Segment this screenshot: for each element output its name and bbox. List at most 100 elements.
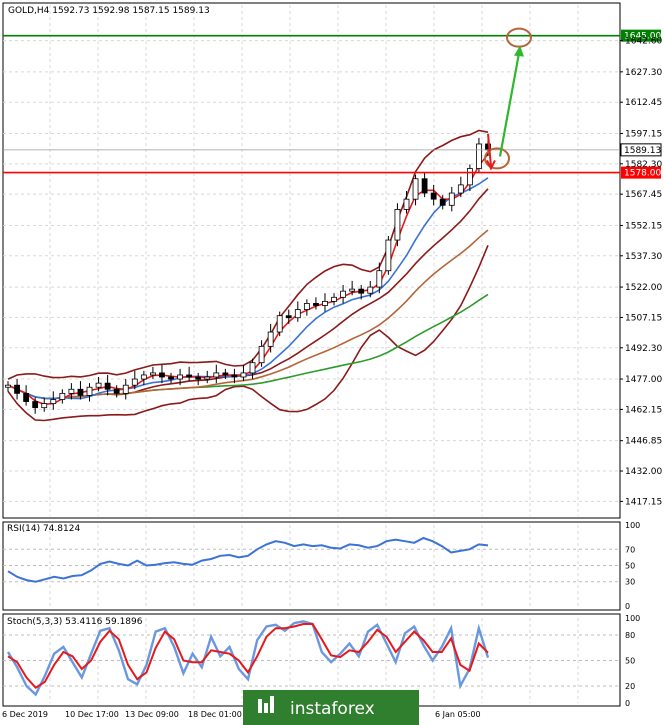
y-tick-label: 1446.85: [625, 437, 662, 447]
candle-body: [150, 372, 156, 376]
x-axis-labels: 6 Dec 2019 10 Dec 17:00 13 Dec 09:00 18 Dec…: [2, 710, 481, 719]
axis-labels: 1642.60 1627.30 1612.45 1597.15 1582.30 1567.…: [620, 37, 662, 708]
candle-body: [367, 286, 374, 294]
pullback-arrow-head: [486, 159, 496, 171]
stoch-title: Stoch(5,3,3) 53.4116 59.1896: [7, 617, 143, 627]
candle-body: [349, 288, 356, 292]
pullback-arrow-shaft: [487, 133, 492, 167]
projection-arrow-shaft: [498, 47, 522, 157]
candle-body: [294, 309, 301, 319]
y-tick-label: 1477.00: [625, 375, 662, 385]
stoch-tick-label: 100: [625, 614, 640, 623]
rsi-title: RSI(14) 74.8124: [7, 524, 80, 534]
candle-body: [258, 345, 265, 364]
candle-body: [322, 300, 328, 306]
x-tick-label: 13 Dec 09:00: [125, 710, 179, 719]
x-tick-label: 6 Dec 2019: [2, 710, 48, 719]
current-price-label: 1589.13: [624, 146, 661, 156]
candle-body: [131, 378, 138, 386]
main-panel-frame: [2, 2, 621, 519]
rsi-grid: [3, 525, 620, 606]
y-tick-label: 1492.30: [625, 344, 662, 354]
candle-body: [439, 198, 446, 206]
y-tick-label: 1627.30: [625, 68, 662, 78]
stoch-d-line: [7, 623, 489, 689]
projection-arrow-head: [514, 45, 524, 57]
candle-body: [376, 270, 383, 288]
rsi-line: [7, 536, 489, 583]
horizontal-levels: 1645.00 1578.00 1589.13: [3, 29, 662, 179]
candle-body: [276, 315, 283, 333]
target-circle-lower: [484, 147, 510, 170]
candle-body: [412, 178, 419, 200]
y-tick-label: 1417.15: [625, 497, 662, 507]
candle-body: [249, 362, 256, 374]
annotations: [484, 27, 532, 171]
candle-body: [77, 388, 84, 396]
candle-body: [358, 288, 365, 294]
level-price-tag: [621, 29, 661, 42]
candle-body: [385, 239, 392, 272]
y-tick-label: 1612.45: [625, 98, 662, 108]
y-tick-label: 1597.15: [625, 129, 662, 139]
bollinger-upper-line: [7, 129, 489, 380]
candle-body: [113, 388, 120, 394]
candle-body: [267, 331, 274, 347]
candle-body: [159, 372, 165, 378]
candle-body: [394, 208, 401, 241]
candle-body: [23, 392, 30, 402]
main-chart-title: GOLD,H4 1592.73 1592.98 1587.15 1589.13: [8, 6, 210, 16]
candle-body: [195, 376, 202, 380]
y-tick-label: 1432.00: [625, 467, 662, 477]
watermark-logo-icon: [258, 696, 274, 713]
stoch-tick-label: 0: [625, 699, 630, 708]
candle-body: [222, 372, 229, 376]
candle-body: [86, 386, 93, 396]
rsi-tick-label: 50: [625, 562, 635, 571]
candle-body: [177, 374, 183, 380]
candle-body: [285, 315, 292, 319]
candle-body: [168, 376, 174, 380]
stoch-tick-label: 50: [625, 657, 635, 666]
bollinger-lower-line: [7, 244, 489, 422]
level-price-label: 1578.00: [624, 169, 661, 179]
y-tick-label: 1567.45: [625, 190, 662, 200]
candle-body: [41, 403, 48, 409]
candle-body: [240, 372, 247, 378]
candle-body: [421, 178, 428, 194]
candle-body: [213, 372, 220, 378]
y-tick-label: 1522.00: [625, 283, 662, 293]
candle-body: [303, 303, 310, 310]
candle-body: [340, 290, 346, 298]
level-price-tag: [621, 166, 661, 179]
candle-body: [68, 388, 75, 394]
ma-blue-line: [7, 177, 489, 400]
candle-body: [403, 198, 410, 210]
x-tick-label: 10 Dec 17:00: [65, 710, 119, 719]
candle-body: [331, 296, 337, 302]
stoch-tick-label: 80: [625, 631, 635, 640]
candle-body: [457, 184, 464, 194]
candle-body: [59, 392, 66, 400]
candle-body: [313, 303, 319, 306]
rsi-tick-label: 0: [625, 602, 630, 611]
target-circle-upper: [506, 27, 532, 48]
candle-body: [448, 192, 455, 206]
candle-body: [95, 382, 102, 388]
rsi-tick-label: 70: [625, 545, 635, 554]
rsi-lines: [7, 536, 489, 583]
candle-body: [430, 192, 437, 200]
y-tick-label: 1507.15: [625, 313, 662, 323]
rsi-tick-label: 100: [625, 521, 640, 530]
stoch-lines: [6, 620, 490, 697]
candle-body: [186, 374, 193, 378]
candles: [5, 135, 491, 414]
candle-body: [5, 384, 11, 388]
candle-body: [466, 168, 473, 186]
candle-body: [50, 399, 57, 404]
watermark: instaforex: [243, 690, 419, 725]
y-tick-label: 1582.30: [625, 160, 662, 170]
candle-body: [140, 374, 147, 380]
current-price-tag: [620, 143, 662, 157]
